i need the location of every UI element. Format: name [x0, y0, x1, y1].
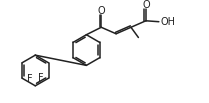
- Text: F: F: [27, 74, 32, 84]
- Text: O: O: [97, 6, 105, 16]
- Text: OH: OH: [161, 17, 176, 27]
- Text: F: F: [38, 73, 44, 83]
- Text: O: O: [142, 0, 150, 9]
